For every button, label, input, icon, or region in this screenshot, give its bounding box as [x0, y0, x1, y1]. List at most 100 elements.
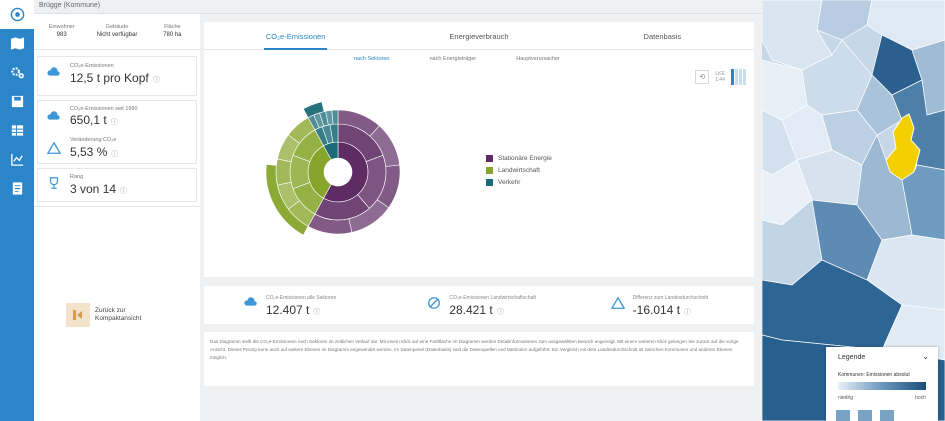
subtab-main-causers[interactable]: Hauptverursacher — [516, 56, 560, 62]
nav-chart[interactable] — [0, 145, 34, 174]
nav-table[interactable] — [0, 116, 34, 145]
kpi-value-text: -16.014 t — [632, 303, 681, 317]
back-arrow-icon — [66, 303, 90, 327]
reset-zoom-icon[interactable]: ⟲ — [695, 70, 710, 84]
delta-icon — [47, 141, 61, 154]
subtab-bar: nach Sektoren nach Energieträger Hauptve… — [354, 56, 560, 62]
sunburst-center[interactable] — [325, 159, 351, 185]
tab-bar: CO₂e-Emissionen Energieverbrauch Datenba… — [204, 22, 754, 50]
back-button-label: Zurück zur Kompaktansicht — [95, 307, 142, 322]
map-control-button[interactable] — [858, 410, 872, 421]
nav-document[interactable] — [0, 174, 34, 203]
nav-map[interactable] — [0, 29, 34, 58]
kpi-all-sectors: CO₂e-Emissionen alle Sektoren 12.407 t ⓘ — [204, 286, 387, 324]
legend-gradient — [838, 382, 926, 390]
document-icon — [12, 182, 22, 195]
kpi-value: 28.421 t ⓘ — [449, 303, 503, 317]
map-icon — [10, 37, 24, 50]
unit-toggle-bottom: 1:44 — [715, 77, 725, 83]
fact-label: Fläche — [164, 24, 181, 30]
kpi-agriculture: CO₂e-Emissionen Landwirtschaftschaft 28.… — [387, 286, 570, 324]
nav-save[interactable] — [0, 87, 34, 116]
fact-inhabitants: Einwohner 983 — [34, 24, 89, 49]
fact-label: Einwohner — [48, 24, 75, 30]
legend-item-stationary[interactable]: Stationäre Energie — [486, 155, 552, 162]
nav-overview[interactable] — [0, 0, 34, 29]
legend-title: Legende — [838, 354, 866, 361]
legend-swatch — [486, 179, 493, 186]
target-icon — [10, 7, 24, 22]
facts-row: Einwohner 983 Gebäude Nicht verfügbar Fl… — [34, 14, 200, 50]
subtab-sectors[interactable]: nach Sektoren — [354, 56, 390, 62]
legend-item-agriculture[interactable]: Landwirtschaft — [486, 167, 552, 174]
kpi-label: Rang — [70, 174, 84, 180]
trophy-icon — [49, 177, 59, 189]
chevron-down-icon[interactable]: ⌄ — [922, 352, 929, 361]
chart-tools: ⟲ LKE 1:44 — [695, 69, 746, 85]
cloud-icon — [244, 297, 257, 306]
choropleth-map — [762, 0, 945, 421]
info-icon[interactable]: ⓘ — [152, 77, 160, 84]
fact-area: Fläche 780 ha — [145, 24, 200, 49]
legend-item-transport[interactable]: Verkehr — [486, 179, 552, 186]
kpi-value: 5,53 % ⓘ — [70, 145, 118, 159]
kpi-value-text: 12,5 t pro Kopf — [70, 71, 149, 85]
cloud-icon — [47, 67, 60, 76]
fact-value: Nicht verfügbar — [96, 32, 138, 38]
delta-icon — [610, 296, 625, 309]
kpi-value-text: 28.421 t — [449, 303, 493, 317]
kpi-difference: Differenz zum Landesdurchschnitt -16.014… — [571, 286, 754, 324]
left-column: Einwohner 983 Gebäude Nicht verfügbar Fl… — [34, 14, 200, 421]
kpi-value: -16.014 t ⓘ — [633, 303, 691, 317]
map-control-button[interactable] — [836, 410, 850, 421]
kpi-value: 3 von 14 ⓘ — [70, 182, 127, 196]
fact-buildings: Gebäude Nicht verfügbar — [89, 24, 144, 49]
divider — [34, 206, 200, 207]
unit-toggle-top: LKE — [715, 71, 725, 77]
kpi-card-rank: Rang 3 von 14 ⓘ — [37, 168, 197, 202]
nav-settings[interactable] — [0, 58, 34, 87]
sunburst-segment[interactable] — [275, 158, 292, 186]
kpi-value: 650,1 t ⓘ — [70, 113, 118, 127]
info-icon[interactable]: ⓘ — [111, 151, 119, 158]
cloud-icon — [47, 111, 60, 120]
detail-panel: Brügge (Kommune) Einwohner 983 Gebäude N… — [34, 0, 762, 421]
chart-legend: Stationäre Energie Landwirtschaft Verkeh… — [486, 155, 552, 191]
unit-toggle[interactable]: LKE 1:44 — [715, 71, 725, 83]
info-icon[interactable]: ⓘ — [313, 309, 321, 316]
tab-data-basis[interactable]: Datenbasis — [643, 32, 682, 41]
fact-value: 983 — [56, 32, 67, 38]
info-icon[interactable]: ⓘ — [120, 188, 128, 195]
kpi-label: Veränderung CO₂e — [70, 137, 117, 143]
kpi-value-text: 650,1 t — [70, 113, 107, 127]
kpi-label: Differenz zum Landesdurchschnitt — [632, 295, 709, 301]
info-icon[interactable]: ⓘ — [110, 119, 118, 126]
chart-description: Das Diagramm stellt die CO₂e-Emissionen … — [204, 332, 754, 386]
legend-label: Stationäre Energie — [498, 155, 552, 162]
legend-label: Landwirtschaft — [498, 167, 540, 174]
table-icon — [11, 125, 23, 136]
back-to-compact-button[interactable]: Zurück zur Kompaktansicht — [66, 303, 159, 327]
fact-value: 780 ha — [163, 32, 182, 38]
fact-label: Gebäude — [105, 24, 129, 30]
sunburst-segment[interactable] — [331, 109, 339, 125]
panel-header: Brügge (Kommune) — [34, 0, 762, 14]
sunburst-outer-segment[interactable] — [265, 163, 309, 236]
map-control-button[interactable] — [880, 410, 894, 421]
kpi-label: CO₂e-Emissionen Landwirtschaftschaft — [449, 295, 537, 301]
tab-energy-consumption[interactable]: Energieverbrauch — [449, 32, 509, 41]
legend-low-label: niedrig — [838, 395, 854, 401]
map-view[interactable] — [762, 0, 945, 421]
info-icon[interactable]: ⓘ — [496, 309, 504, 316]
legend-label: Verkehr — [498, 179, 521, 186]
kpi-value-text: 12.407 t — [266, 303, 310, 317]
kpi-label: CO₂e-Emissionen seit 1990 — [70, 106, 138, 112]
info-icon[interactable]: ⓘ — [684, 309, 692, 316]
bar-chart-toggle-icon[interactable] — [731, 69, 746, 85]
kpi-card-since-1990: CO₂e-Emissionen seit 1990 650,1 t ⓘ Verän… — [37, 100, 197, 164]
subtab-energy-carriers[interactable]: nach Energieträger — [429, 56, 477, 62]
sunburst-outer-segment[interactable] — [302, 101, 325, 119]
sunburst-chart[interactable] — [258, 92, 418, 252]
kpi-card-per-capita: CO₂e-Emissionen 12,5 t pro Kopf ⓘ — [37, 56, 197, 96]
tab-emissions[interactable]: CO₂e-Emissionen — [204, 22, 387, 50]
